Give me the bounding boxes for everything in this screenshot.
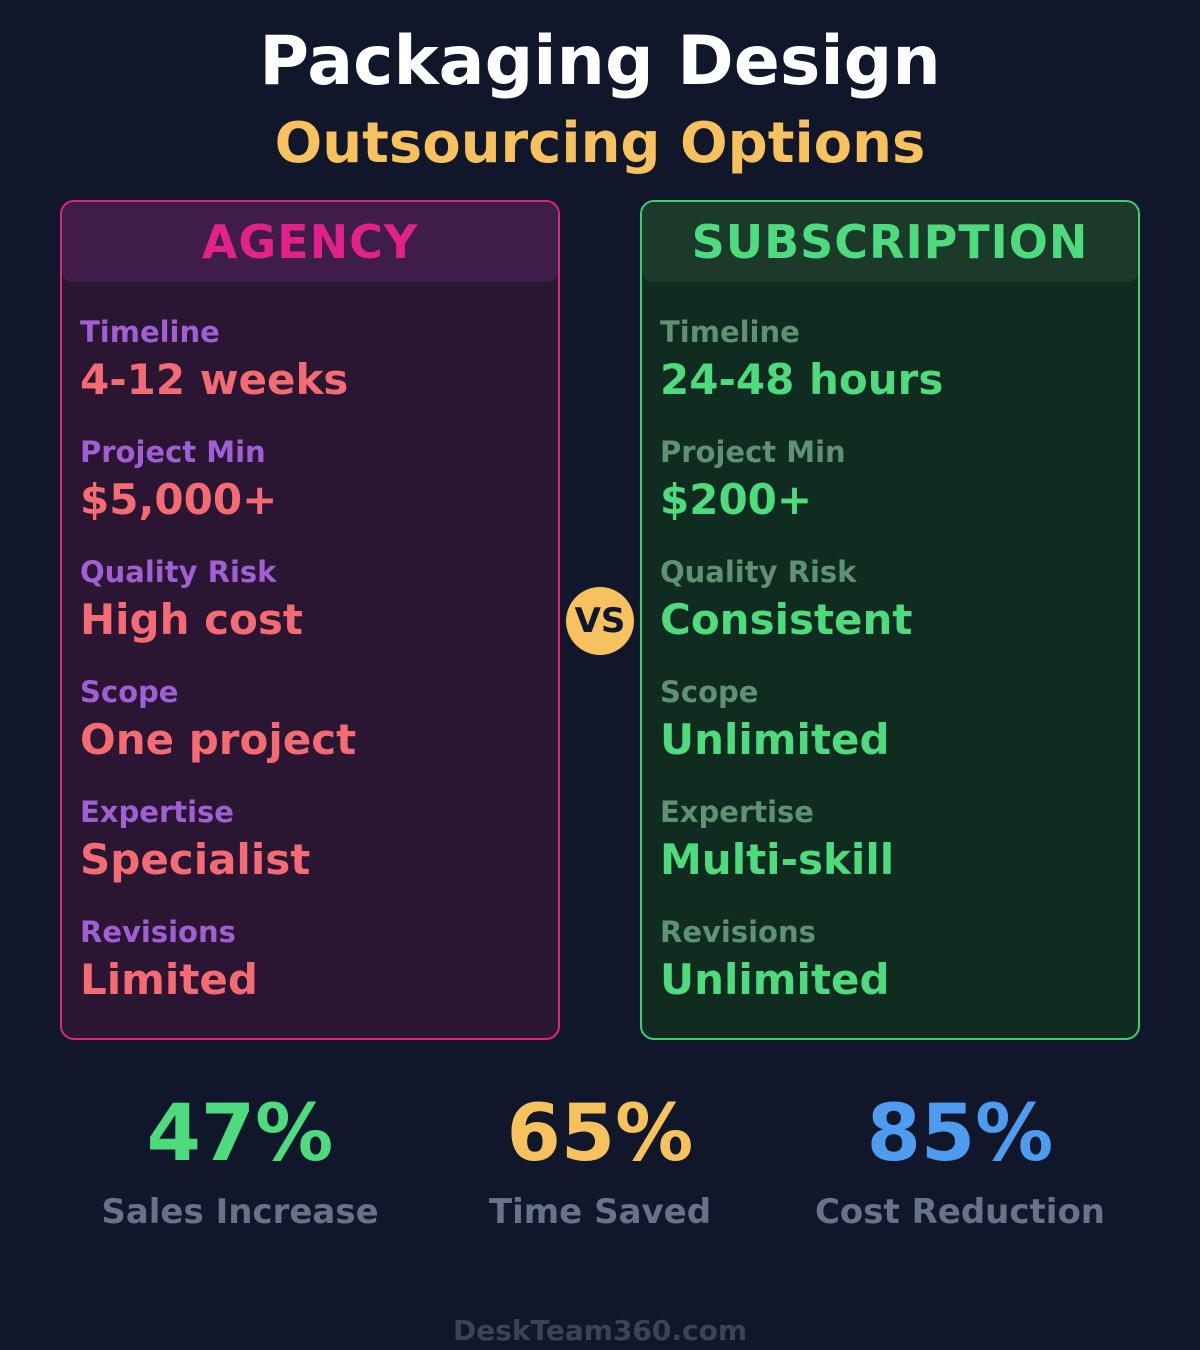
row-value: 24-48 hours: [660, 355, 944, 404]
row-label: Expertise: [80, 795, 234, 829]
row-label: Revisions: [80, 915, 236, 949]
agency-row-quality-risk: Quality Risk High cost: [62, 554, 558, 674]
stat-label: Time Saved: [488, 1192, 712, 1232]
stat-sales-increase: 47% Sales Increase: [40, 1088, 440, 1234]
row-value: Unlimited: [660, 715, 890, 764]
subscription-card-title: SUBSCRIPTION: [642, 202, 1138, 282]
agency-row-revisions: Revisions Limited: [62, 914, 558, 1034]
subscription-row-expertise: Expertise Multi-skill: [642, 794, 1138, 914]
subscription-card: SUBSCRIPTION Timeline 24-48 hours Projec…: [640, 200, 1140, 1040]
row-label: Expertise: [660, 795, 814, 829]
stat-value: 85%: [866, 1089, 1054, 1179]
stat-label: Cost Reduction: [814, 1192, 1106, 1232]
agency-row-project-min: Project Min $5,000+: [62, 434, 558, 554]
subscription-row-project-min: Project Min $200+: [642, 434, 1138, 554]
agency-row-scope: Scope One project: [62, 674, 558, 794]
row-label: Quality Risk: [660, 555, 857, 589]
footer-brand: DeskTeam360.com: [452, 1314, 748, 1347]
row-label: Project Min: [660, 435, 846, 469]
vs-badge: VS: [566, 587, 634, 655]
agency-card: AGENCY Timeline 4-12 weeks Project Min $…: [60, 200, 560, 1040]
stat-value: 47%: [146, 1089, 334, 1179]
row-value: 4-12 weeks: [80, 355, 349, 404]
row-label: Scope: [660, 675, 759, 709]
row-value: Unlimited: [660, 955, 890, 1004]
page-title: Packaging Design: [259, 22, 941, 101]
row-label: Project Min: [80, 435, 266, 469]
stat-time-saved: 65% Time Saved: [400, 1088, 800, 1234]
stat-label: Sales Increase: [101, 1192, 379, 1232]
row-label: Scope: [80, 675, 179, 709]
subscription-row-scope: Scope Unlimited: [642, 674, 1138, 794]
row-value: One project: [80, 715, 357, 764]
row-value: $5,000+: [80, 475, 278, 524]
agency-row-expertise: Expertise Specialist: [62, 794, 558, 914]
row-value: Consistent: [660, 595, 913, 644]
row-value: Multi-skill: [660, 835, 895, 884]
agency-row-timeline: Timeline 4-12 weeks: [62, 314, 558, 434]
row-value: High cost: [80, 595, 303, 644]
subscription-row-revisions: Revisions Unlimited: [642, 914, 1138, 1034]
row-label: Timeline: [660, 315, 800, 349]
row-label: Quality Risk: [80, 555, 277, 589]
subscription-row-timeline: Timeline 24-48 hours: [642, 314, 1138, 434]
row-label: Timeline: [80, 315, 220, 349]
row-value: $200+: [660, 475, 813, 524]
agency-card-title: AGENCY: [62, 202, 558, 282]
stat-value: 65%: [506, 1089, 694, 1179]
subscription-row-quality-risk: Quality Risk Consistent: [642, 554, 1138, 674]
row-value: Limited: [80, 955, 258, 1004]
row-label: Revisions: [660, 915, 816, 949]
page-subtitle: Outsourcing Options: [274, 111, 926, 176]
stat-cost-reduction: 85% Cost Reduction: [760, 1088, 1160, 1234]
row-value: Specialist: [80, 835, 311, 884]
